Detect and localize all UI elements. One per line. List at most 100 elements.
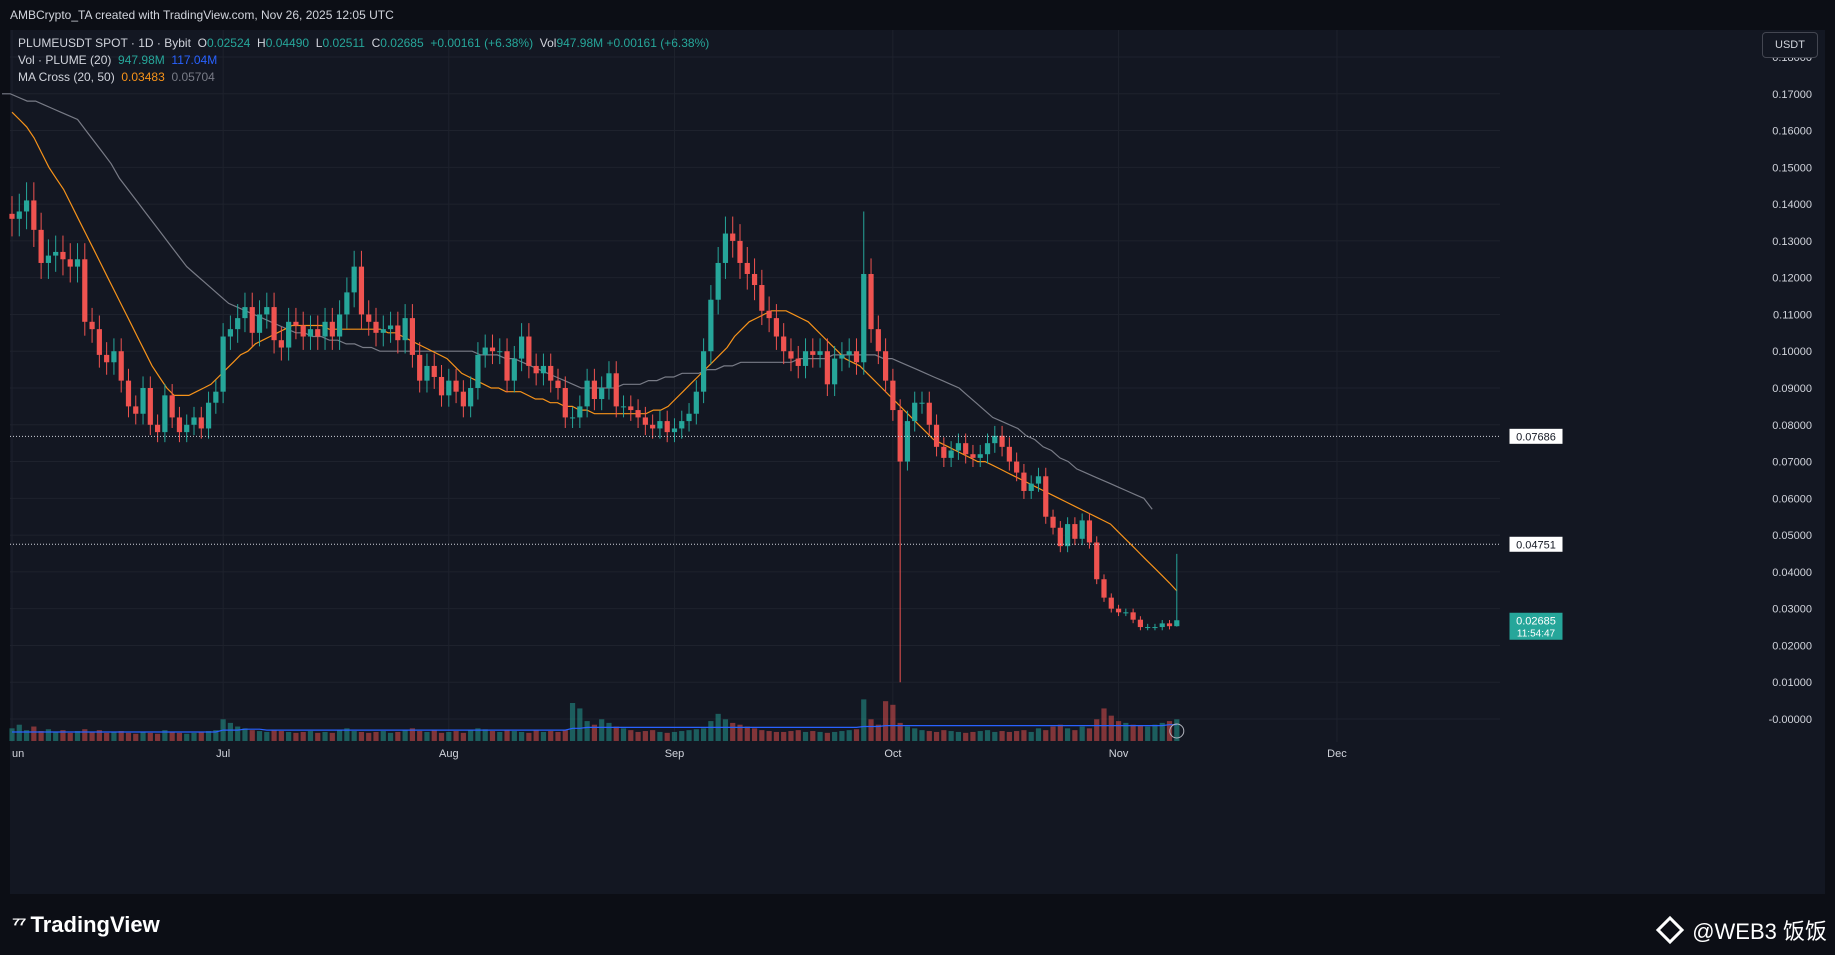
candle-body[interactable] [1159, 623, 1165, 628]
candle-body[interactable] [184, 424, 190, 433]
candle-body[interactable] [31, 200, 37, 230]
candle-body[interactable] [16, 211, 22, 219]
volume-indicator-label[interactable]: Vol · PLUME (20) [18, 53, 112, 67]
candle-body[interactable] [60, 251, 66, 260]
candle-body[interactable] [82, 259, 88, 322]
candle-body[interactable] [431, 365, 437, 377]
candle-body[interactable] [329, 321, 335, 337]
candle-body[interactable] [1021, 472, 1027, 491]
candle-body[interactable] [286, 321, 292, 348]
candle-body[interactable] [1108, 597, 1114, 609]
candle-body[interactable] [497, 351, 503, 353]
candle-body[interactable] [730, 233, 736, 241]
candle-body[interactable] [802, 351, 809, 366]
candle-body[interactable] [191, 417, 197, 425]
candle-body[interactable] [1028, 483, 1034, 491]
candle-body[interactable] [249, 307, 255, 333]
candle-body[interactable] [162, 395, 168, 433]
candle-body[interactable] [781, 336, 787, 352]
candle-body[interactable] [759, 285, 765, 311]
candle-body[interactable] [38, 229, 44, 263]
candle-body[interactable] [853, 351, 860, 363]
candle-body[interactable] [824, 351, 830, 385]
candle-body[interactable] [45, 255, 51, 263]
candle-body[interactable] [147, 388, 153, 425]
candle-body[interactable] [169, 395, 175, 418]
candle-body[interactable] [482, 347, 488, 355]
candle-body[interactable] [861, 273, 867, 363]
candle-body[interactable] [395, 325, 401, 341]
candle-body[interactable] [584, 380, 590, 407]
candle-body[interactable] [387, 325, 394, 330]
candle-body[interactable] [795, 358, 801, 366]
candle-body[interactable] [213, 391, 219, 403]
candle-body[interactable] [628, 406, 634, 411]
candle-body[interactable] [417, 354, 423, 381]
candle-body[interactable] [111, 351, 117, 363]
candle-body[interactable] [322, 321, 328, 337]
candle-body[interactable] [737, 240, 743, 263]
candle-body[interactable] [613, 373, 619, 407]
candle-body[interactable] [9, 213, 15, 219]
candle-body[interactable] [468, 388, 474, 407]
candle-body[interactable] [919, 402, 925, 404]
tradingview-brand[interactable]: ⁷⁷ TradingView [12, 912, 160, 938]
candle-body[interactable] [23, 200, 30, 212]
candle-body[interactable] [220, 336, 226, 392]
candle-body[interactable] [569, 417, 576, 419]
candle-body[interactable] [438, 376, 445, 396]
candle-body[interactable] [788, 351, 794, 359]
candle-body[interactable] [133, 406, 139, 414]
candle-body[interactable] [53, 251, 59, 256]
candle-body[interactable] [766, 310, 772, 319]
candle-body[interactable] [1043, 476, 1049, 517]
candle-body[interactable] [817, 351, 823, 355]
candle-body[interactable] [926, 402, 932, 425]
lightning-icon[interactable] [1169, 723, 1185, 739]
candle-body[interactable] [89, 321, 95, 330]
candle-body[interactable] [1072, 524, 1078, 539]
candle-body[interactable] [446, 380, 452, 396]
ma-cross-label[interactable]: MA Cross (20, 50) [18, 70, 115, 84]
candle-body[interactable] [278, 340, 284, 348]
candle-body[interactable] [118, 351, 124, 381]
candle-body[interactable] [1006, 446, 1012, 462]
candle-body[interactable] [868, 273, 874, 330]
candle-body[interactable] [489, 347, 496, 352]
candle-body[interactable] [562, 388, 568, 418]
candle-body[interactable] [176, 417, 183, 433]
candle-body[interactable] [970, 454, 976, 458]
candle-body[interactable] [693, 391, 699, 414]
candle-body[interactable] [1152, 627, 1158, 629]
candle-body[interactable] [140, 388, 146, 414]
candle-body[interactable] [657, 421, 663, 429]
candle-body[interactable] [409, 318, 415, 355]
candle-body[interactable] [984, 443, 991, 455]
candle-body[interactable] [1094, 542, 1100, 580]
candle-body[interactable] [504, 351, 510, 381]
candle-body[interactable] [460, 391, 466, 407]
candle-body[interactable] [453, 380, 459, 392]
candle-body[interactable] [104, 354, 110, 363]
candle-body[interactable] [380, 329, 386, 333]
candle-body[interactable] [337, 314, 343, 337]
candle-body[interactable] [591, 380, 597, 400]
candle-body[interactable] [599, 388, 605, 400]
candle-body[interactable] [315, 329, 321, 337]
candle-body[interactable] [1057, 527, 1063, 547]
candle-body[interactable] [548, 365, 554, 381]
candle-body[interactable] [955, 443, 961, 451]
candle-body[interactable] [242, 307, 248, 319]
candle-body[interactable] [650, 424, 656, 429]
candle-body[interactable] [839, 354, 845, 359]
candle-body[interactable] [540, 365, 547, 374]
candle-body[interactable] [963, 443, 969, 455]
candle-body[interactable] [373, 321, 379, 333]
candle-body[interactable] [1101, 579, 1107, 598]
candle-body[interactable] [912, 402, 918, 422]
candle-body[interactable] [715, 262, 721, 300]
candle-body[interactable] [897, 410, 903, 462]
candle-body[interactable] [664, 421, 670, 433]
candle-body[interactable] [307, 329, 314, 337]
candle-body[interactable] [751, 273, 758, 286]
